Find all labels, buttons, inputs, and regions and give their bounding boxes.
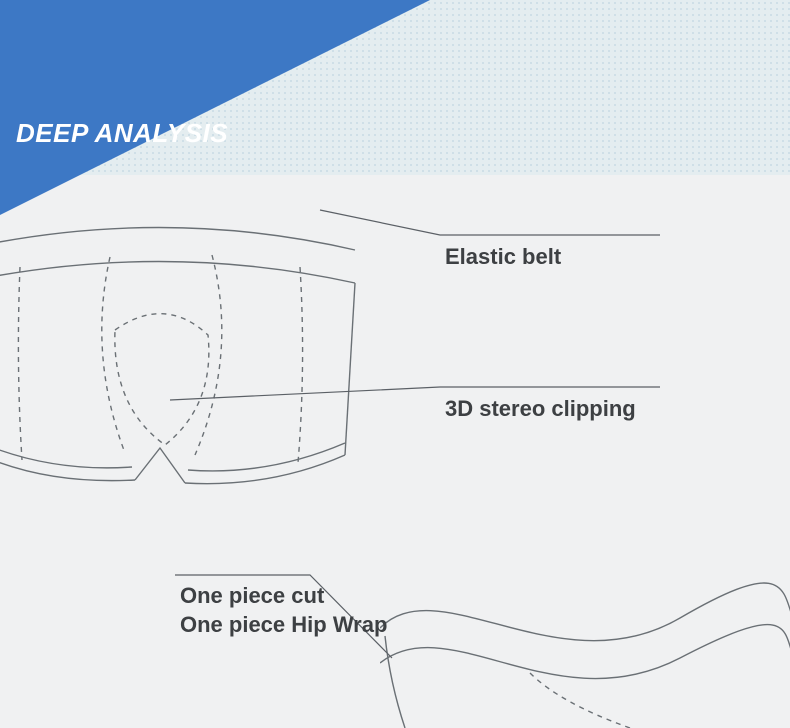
product-diagram: Elastic belt 3D stereo clipping One piec… [0, 180, 790, 720]
label-one-piece-hip-wrap: One piece Hip Wrap [180, 612, 387, 637]
label-one-piece-cut: One piece cut [180, 583, 324, 608]
label-elastic-belt: Elastic belt [445, 243, 561, 272]
leader-one-piece [0, 180, 790, 720]
section-heading: DEEP ANALYSIS [16, 118, 228, 149]
label-stereo-clipping: 3D stereo clipping [445, 395, 636, 424]
label-one-piece: One piece cut One piece Hip Wrap [180, 582, 387, 639]
